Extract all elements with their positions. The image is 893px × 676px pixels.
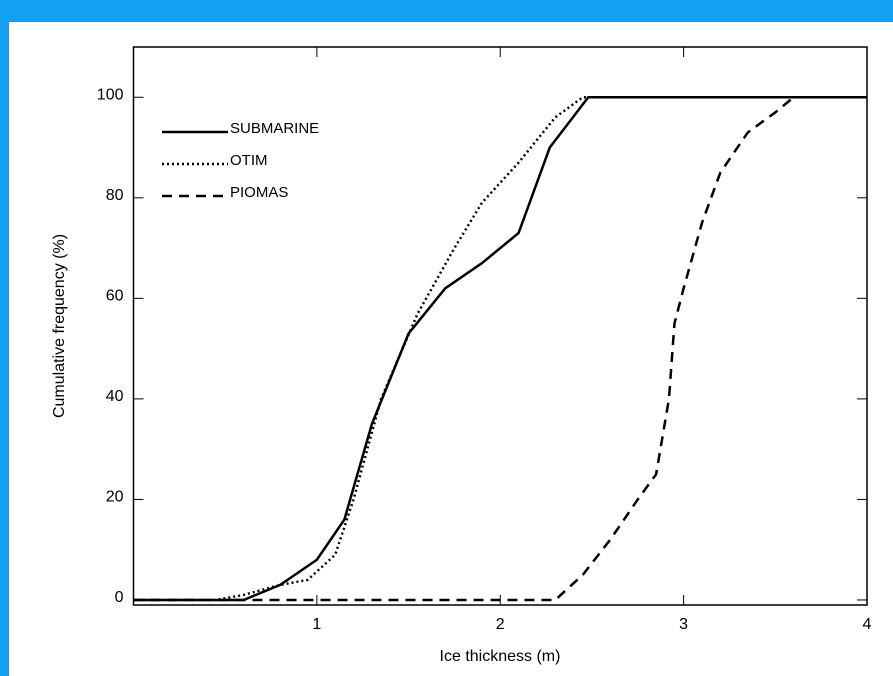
- y-tick-label: 20: [106, 489, 124, 506]
- y-tick-label: 0: [115, 589, 124, 606]
- x-axis-title: Ice thickness (m): [440, 648, 561, 665]
- legend-label: SUBMARINE: [230, 120, 319, 137]
- y-tick-label: 80: [106, 187, 124, 204]
- y-axis-title: Cumulative frequency (%): [51, 234, 68, 418]
- x-tick-label: 4: [863, 616, 872, 633]
- x-tick-label: 2: [496, 616, 505, 633]
- chart-background: [9, 22, 893, 676]
- y-tick-label: 60: [106, 288, 124, 305]
- y-tick-label: 100: [97, 86, 124, 103]
- x-tick-label: 3: [679, 616, 688, 633]
- legend-label: OTIM: [230, 152, 268, 169]
- series-line: [133, 96, 867, 602]
- series-line: [133, 96, 867, 602]
- series-line: [133, 96, 867, 602]
- x-tick-label: 1: [312, 616, 321, 633]
- y-tick-label: 40: [106, 388, 124, 405]
- legend-label: PIOMAS: [230, 184, 288, 201]
